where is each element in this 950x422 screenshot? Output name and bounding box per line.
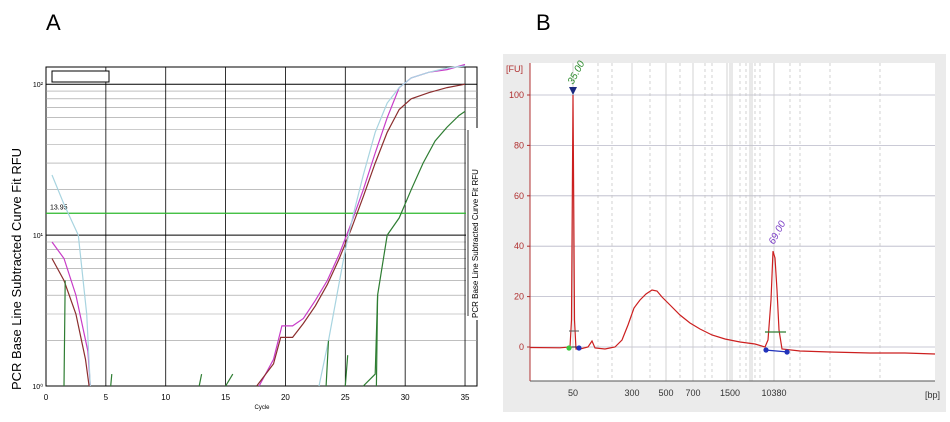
x-tick-label: 500 xyxy=(658,388,673,398)
end-dot xyxy=(576,345,582,351)
x-tick-label: 700 xyxy=(685,388,700,398)
panel-b-letter: B xyxy=(536,10,551,35)
x-tick-label: 300 xyxy=(624,388,639,398)
series-line-1 xyxy=(51,174,91,387)
series-line-5 xyxy=(318,65,466,387)
panel-a-x-axis-title: Cycle xyxy=(254,405,270,411)
start-dot xyxy=(566,345,572,351)
peak2-start-dot xyxy=(763,347,769,353)
y-tick-label: 20 xyxy=(514,292,524,302)
panel-a-series xyxy=(51,63,466,387)
upper-marker-baseline xyxy=(764,349,789,353)
panel-a-ticks: 0 5 10 15 20 25 30 35 10⁰ 10¹ 10² xyxy=(32,82,470,402)
panel-b-grid xyxy=(530,63,935,381)
series-line-4 xyxy=(256,83,466,387)
threshold-label: 13.95 xyxy=(50,204,68,211)
panel-a-grid xyxy=(45,66,478,387)
x-tick-label: 30 xyxy=(401,393,410,402)
y-tick-label: 80 xyxy=(514,140,524,150)
y-tick-label: 100 xyxy=(509,90,524,100)
x-tick-label: 25 xyxy=(341,393,350,402)
panel-a-y-axis-title: PCR Base Line Subtracted Curve Fit RFU xyxy=(9,148,24,390)
y-tick-label: 10¹ xyxy=(33,233,44,240)
x-tick-label: 15 xyxy=(221,393,230,402)
electropherogram-trace xyxy=(529,94,936,355)
x-tick-label: 20 xyxy=(281,393,290,402)
panel-a-right-axis-title: PCR Base Line Subtracted Curve Fit RFU xyxy=(471,169,480,318)
y-tick-label: 10⁰ xyxy=(32,383,43,391)
lower-marker-triangle xyxy=(569,87,577,95)
panel-a-letter: A xyxy=(46,10,61,35)
series-line-7 xyxy=(63,280,379,387)
x-tick-label: 50 xyxy=(568,388,578,398)
x-tick-label: 1500 xyxy=(720,388,740,398)
x-tick-label: 35 xyxy=(461,393,470,402)
panel-b-x-axis-title: [bp] xyxy=(925,390,940,400)
y-tick-label: 40 xyxy=(514,241,524,251)
x-tick-label: 10 xyxy=(161,393,170,402)
x-tick-label: 10380 xyxy=(761,388,786,398)
y-tick-label: 60 xyxy=(514,191,524,201)
series-line-2 xyxy=(51,258,90,387)
y-tick-label: 10² xyxy=(33,82,44,89)
peak2-end-dot xyxy=(784,349,790,355)
panel-b-ticks: 0 20 40 60 80 100 50 300 500 700 1500 10380 xyxy=(509,90,787,398)
x-tick-label: 0 xyxy=(44,393,49,402)
x-tick-label: 5 xyxy=(104,393,109,402)
panel-a-threshold: 13.95 xyxy=(46,204,477,214)
legend-box xyxy=(51,70,110,83)
panel-b-plot-area xyxy=(530,63,935,381)
y-tick-label: 0 xyxy=(519,342,524,352)
right-axis-label-box xyxy=(466,128,478,320)
panel-b-y-axis-title: [FU] xyxy=(506,64,523,74)
